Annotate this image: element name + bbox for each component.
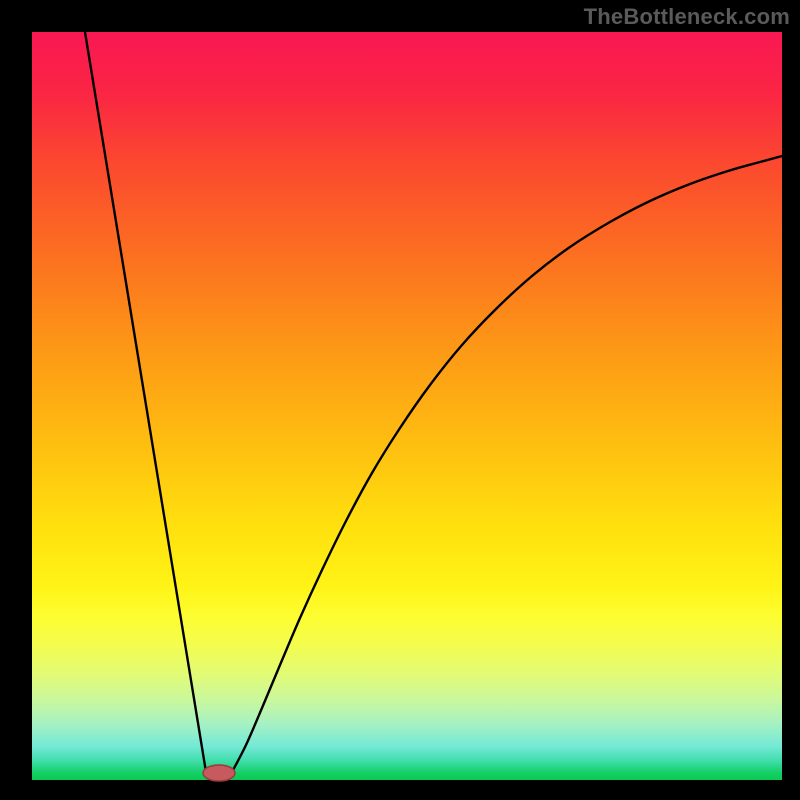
minimum-marker — [203, 765, 235, 781]
gradient-background — [32, 32, 782, 780]
chart-container: TheBottleneck.com — [0, 0, 800, 800]
watermark-text: TheBottleneck.com — [584, 4, 790, 30]
bottleneck-chart — [0, 0, 800, 800]
